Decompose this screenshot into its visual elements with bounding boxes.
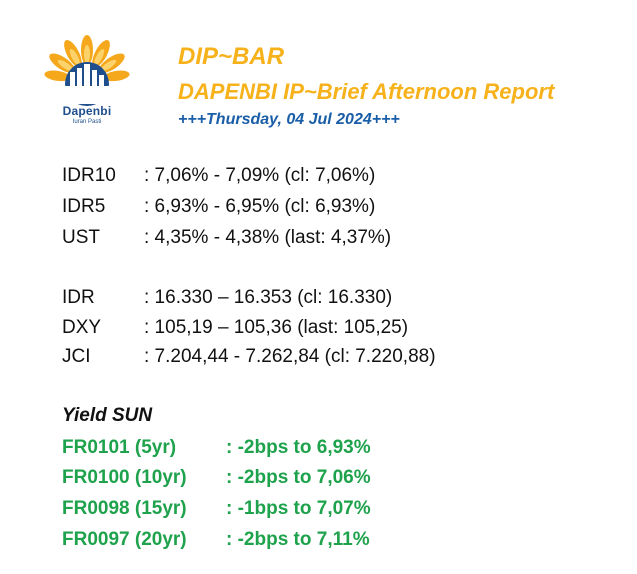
logo-tagline: Iuran Pasti (72, 119, 102, 125)
yield-label: FR0097 (20yr) (62, 529, 187, 550)
logo-name: Dapenbi (62, 104, 112, 118)
yield-label: FR0098 (15yr) (62, 498, 187, 519)
bond-row-idr10: IDR10 : 7,06% - 7,09% (cl: 7,06%) (62, 165, 375, 187)
yield-label: FR0101 (5yr) (62, 437, 177, 458)
yield-value: : -2bps to 6,93% (226, 437, 371, 458)
yield-label: FR0100 (10yr) (62, 467, 187, 488)
report-date: +++Thursday, 04 Jul 2024+++ (178, 111, 400, 128)
market-row-dxy: DXY : 105,19 – 105,36 (last: 105,25) (62, 317, 408, 339)
report-title: DIP~BAR (178, 43, 285, 70)
bond-value: : 4,35% - 4,38% (last: 4,37%) (144, 227, 392, 248)
yield-value: : -2bps to 7,11% (226, 529, 370, 550)
yield-row-fr0097: FR0097 (20yr) : -2bps to 7,11% (62, 529, 370, 551)
yield-row-fr0100: FR0100 (10yr) : -2bps to 7,06% (62, 467, 371, 489)
bond-row-idr5: IDR5 : 6,93% - 6,95% (cl: 6,93%) (62, 196, 375, 218)
market-row-jci: JCI : 7.204,44 - 7.262,84 (cl: 7.220,88) (62, 346, 436, 368)
bond-value: : 7,06% - 7,09% (cl: 7,06%) (144, 165, 376, 186)
bond-label: IDR5 (62, 196, 106, 217)
bond-label: UST (62, 227, 100, 248)
bond-label: IDR10 (62, 165, 116, 186)
yield-row-fr0098: FR0098 (15yr) : -1bps to 7,07% (62, 498, 371, 520)
market-label: JCI (62, 346, 91, 367)
bond-value: : 6,93% - 6,95% (cl: 6,93%) (144, 196, 376, 217)
yield-sun-title: Yield SUN (62, 405, 153, 426)
yield-value: : -2bps to 7,06% (226, 467, 371, 488)
market-value: : 16.330 – 16.353 (cl: 16.330) (144, 287, 393, 308)
market-row-idr: IDR : 16.330 – 16.353 (cl: 16.330) (62, 287, 392, 309)
yield-value: : -1bps to 7,07% (226, 498, 371, 519)
dapenbi-logo: Dapenbi Iuran Pasti (30, 34, 144, 130)
bond-row-ust: UST : 4,35% - 4,38% (last: 4,37%) (62, 227, 391, 249)
market-label: DXY (62, 317, 102, 338)
market-value: : 105,19 – 105,36 (last: 105,25) (144, 317, 409, 338)
report-subtitle: DAPENBI IP~Brief Afternoon Report (178, 79, 555, 104)
dapenbi-logo-icon (44, 35, 130, 106)
yield-row-fr0101: FR0101 (5yr) : -2bps to 6,93% (62, 437, 371, 459)
market-value: : 7.204,44 - 7.262,84 (cl: 7.220,88) (144, 346, 436, 367)
market-label: IDR (62, 287, 95, 308)
